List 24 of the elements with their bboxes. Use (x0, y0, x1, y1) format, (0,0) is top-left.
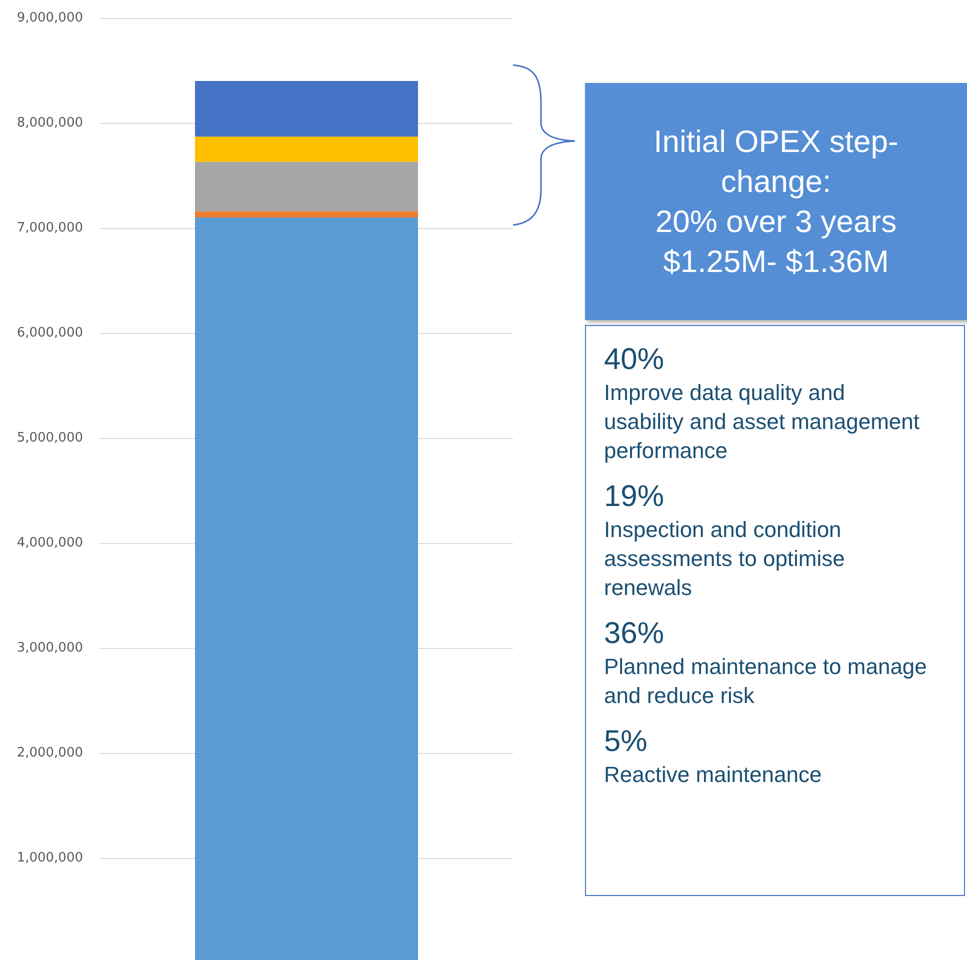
text: 36% (604, 616, 666, 652)
y-tick-label: 2,000,000 (16, 746, 83, 760)
y-tick-label: 1,000,000 (16, 850, 83, 866)
text: Improve data quality and usability and asset management performance (604, 379, 921, 465)
y-tick-label: 5,000,000 (16, 430, 83, 446)
y-tick-label: 4,000,000 (16, 536, 83, 550)
text: 5% (604, 724, 648, 760)
y-tick-label: 6,000,000 (16, 326, 83, 340)
text: 19% (604, 479, 666, 515)
text: Inspection and condition assessments to optimise renewals (604, 516, 846, 602)
text: $1.25M- $1.36M (662, 242, 890, 280)
text: Initial OPEX step-change: (652, 122, 900, 200)
bar (195, 81, 418, 137)
text: 20% over 3 years (654, 202, 898, 240)
text: Reactive maintenance (604, 761, 823, 789)
bar (195, 136, 418, 162)
text: 40% (604, 342, 666, 378)
bar (195, 162, 418, 212)
y-tick-label: 3,000,000 (16, 640, 83, 656)
y-tick-label: 7,000,000 (16, 220, 83, 236)
bar (195, 211, 418, 218)
y-tick-label: 9,000,000 (16, 10, 83, 26)
y-tick-label: 8,000,000 (16, 116, 83, 130)
text: Planned maintenance to manage and reduce risk (604, 653, 928, 710)
